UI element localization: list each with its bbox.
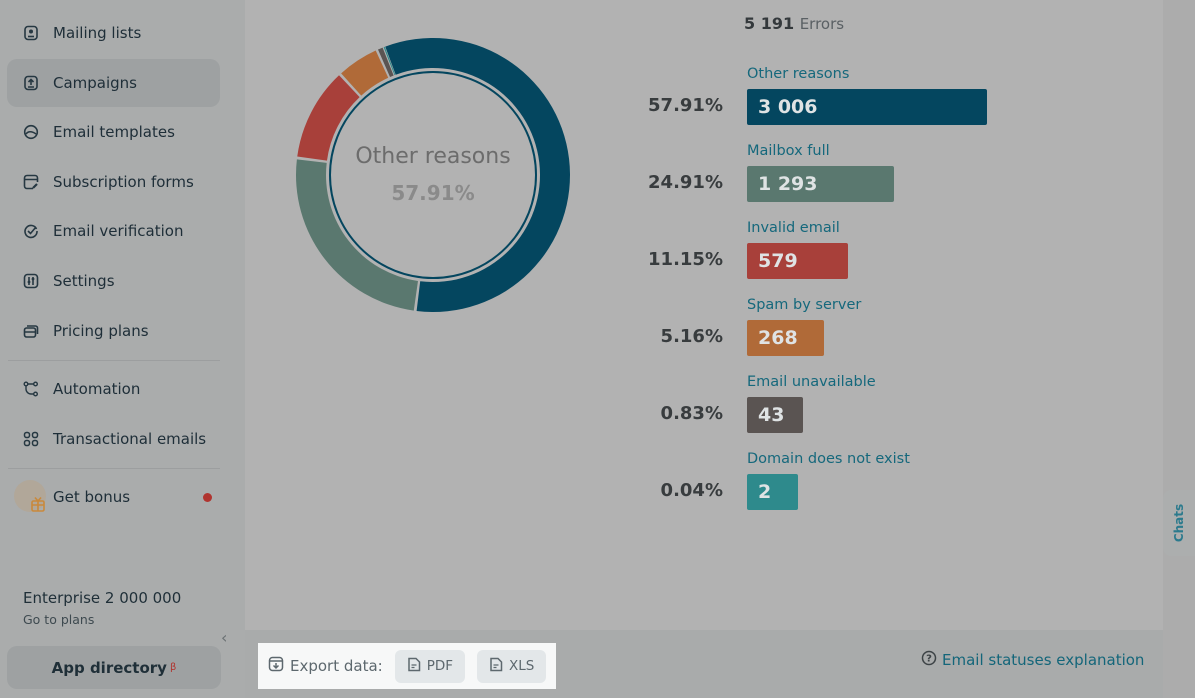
bar-other-reasons: 3 006 bbox=[747, 89, 987, 125]
donut-slice-domain-does-not-exist[interactable] bbox=[383, 46, 396, 76]
export-icon bbox=[268, 656, 284, 676]
sidebar-item-transactional-emails[interactable]: Transactional emails bbox=[7, 415, 220, 463]
percent-mailbox-full: 24.91% bbox=[648, 172, 723, 193]
sidebar-item-label: Automation bbox=[53, 380, 141, 398]
sidebar-item-label: Settings bbox=[53, 272, 115, 290]
export-panel: Export data: PDF XLS bbox=[258, 643, 556, 689]
donut-center-label: Other reasons bbox=[355, 144, 511, 169]
bar-spam-by-server: 268 bbox=[747, 320, 825, 356]
email-statuses-link[interactable]: ? Email statuses explanation bbox=[921, 650, 1144, 670]
sidebar-item-label: Email templates bbox=[53, 123, 175, 141]
divider bbox=[8, 360, 220, 361]
gift-icon bbox=[14, 480, 46, 512]
errors-total: 5 191 Errors bbox=[744, 14, 844, 33]
legend-label-mailbox-full[interactable]: Mailbox full bbox=[747, 143, 830, 159]
sidebar-item-email-verification[interactable]: Email verification bbox=[7, 207, 220, 255]
cards-icon bbox=[23, 325, 39, 338]
sidebar-item-mailing-lists[interactable]: Mailing lists bbox=[7, 9, 220, 57]
email-statuses-label: Email statuses explanation bbox=[942, 651, 1145, 669]
help-circle-icon: ? bbox=[921, 650, 937, 670]
bar-invalid-email: 579 bbox=[747, 243, 848, 279]
upload-tray-icon bbox=[24, 75, 38, 91]
sidebar-item-label: Transactional emails bbox=[53, 430, 207, 448]
sidebar-item-label: Subscription forms bbox=[53, 173, 194, 191]
sliders-icon bbox=[23, 273, 39, 289]
legend-label-other-reasons[interactable]: Other reasons bbox=[747, 66, 850, 82]
sidebar-item-email-templates[interactable]: Email templates bbox=[7, 108, 220, 156]
legend-label-domain-does-not-exist[interactable]: Domain does not exist bbox=[747, 451, 910, 467]
contact-book-icon bbox=[24, 25, 38, 41]
collapse-sidebar-icon[interactable]: ‹ bbox=[221, 628, 228, 647]
bar-domain-does-not-exist: 2 bbox=[747, 474, 798, 510]
sidebar-item-subscription-forms[interactable]: Subscription forms bbox=[7, 158, 220, 206]
go-to-plans-link[interactable]: Go to plans bbox=[23, 612, 95, 627]
sidebar: Mailing lists Campaigns Email templates Sub… bbox=[0, 0, 245, 698]
check-badge-icon bbox=[24, 224, 38, 239]
chats-tab[interactable]: Chats bbox=[1163, 490, 1195, 556]
export-xls-button[interactable]: XLS bbox=[477, 649, 547, 683]
errors-count: 5 191 bbox=[744, 14, 795, 33]
bar-mailbox-full: 1 293 bbox=[747, 166, 894, 202]
chats-label: Chats bbox=[1172, 503, 1187, 543]
sidebar-item-get-bonus[interactable]: Get bonus bbox=[7, 473, 220, 521]
legend-label-email-unavailable[interactable]: Email unavailable bbox=[747, 374, 876, 390]
plan-name: Enterprise 2 000 000 bbox=[23, 589, 182, 607]
sidebar-item-label: Mailing lists bbox=[53, 24, 142, 42]
main-content bbox=[245, 0, 1163, 630]
grid-icon bbox=[23, 431, 39, 447]
legend-label-invalid-email[interactable]: Invalid email bbox=[747, 220, 840, 236]
sidebar-item-pricing-plans[interactable]: Pricing plans bbox=[7, 307, 220, 355]
donut-slice-email-unavailable[interactable] bbox=[377, 47, 394, 78]
sidebar-item-label: Campaigns bbox=[53, 74, 138, 92]
percent-email-unavailable: 0.83% bbox=[660, 403, 723, 424]
beta-badge: β bbox=[169, 662, 177, 673]
sidebar-item-label: Pricing plans bbox=[53, 322, 149, 340]
sidebar-item-label: Email verification bbox=[53, 222, 184, 240]
divider bbox=[8, 468, 220, 469]
export-label: Export data: bbox=[290, 657, 383, 675]
form-edit-icon bbox=[23, 174, 39, 190]
sidebar-item-campaigns[interactable]: Campaigns bbox=[7, 59, 220, 107]
sidebar-item-label: Get bonus bbox=[53, 488, 131, 506]
donut-inner-ring bbox=[329, 71, 537, 279]
donut-slice-other-reasons[interactable] bbox=[385, 38, 570, 313]
donut-slice-invalid-email[interactable] bbox=[297, 75, 360, 161]
donut-center-value: 57.91% bbox=[391, 181, 475, 205]
export-pdf-button[interactable]: PDF bbox=[394, 649, 466, 683]
legend-label-spam-by-server[interactable]: Spam by server bbox=[747, 297, 862, 313]
bar-email-unavailable: 43 bbox=[747, 397, 804, 433]
template-icon bbox=[23, 124, 39, 140]
file-icon bbox=[489, 657, 503, 676]
sidebar-item-automation[interactable]: Automation bbox=[7, 365, 220, 413]
errors-donut-chart bbox=[296, 38, 570, 313]
app-directory-button[interactable]: App directory β bbox=[7, 646, 221, 689]
flow-icon bbox=[23, 381, 38, 397]
percent-spam-by-server: 5.16% bbox=[660, 326, 723, 347]
xls-label: XLS bbox=[509, 658, 535, 674]
app-directory-label: App directory bbox=[51, 658, 167, 677]
notification-dot bbox=[203, 493, 212, 502]
percent-domain-does-not-exist: 0.04% bbox=[660, 480, 723, 501]
percent-invalid-email: 11.15% bbox=[648, 249, 723, 270]
sidebar-item-settings[interactable]: Settings bbox=[7, 257, 220, 305]
file-icon bbox=[407, 657, 421, 676]
errors-label: Errors bbox=[799, 15, 845, 33]
donut-slice-spam-by-server[interactable] bbox=[341, 50, 389, 96]
pdf-label: PDF bbox=[426, 658, 454, 674]
percent-other-reasons: 57.91% bbox=[648, 95, 723, 116]
donut-slice-mailbox-full[interactable] bbox=[296, 159, 418, 311]
svg-text:?: ? bbox=[926, 654, 932, 665]
